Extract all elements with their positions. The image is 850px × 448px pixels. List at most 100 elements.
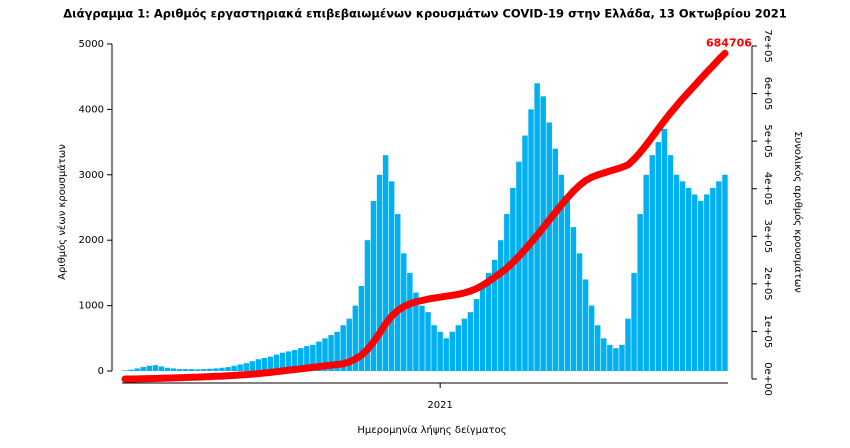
x-tick-label: 2021 [427, 400, 452, 411]
bar [425, 312, 431, 372]
bar [607, 344, 613, 372]
bar [364, 240, 371, 372]
bar [419, 305, 425, 372]
bar [722, 174, 728, 372]
bar [704, 194, 710, 372]
bar [594, 325, 601, 372]
bar [461, 318, 468, 372]
bar [564, 200, 571, 372]
bar [352, 305, 359, 372]
y2-tick-label: 6e+05 [762, 77, 773, 111]
bar [261, 357, 268, 372]
bar [552, 148, 559, 372]
bar [655, 142, 662, 372]
y-tick-label: 0 [98, 366, 104, 377]
bar [188, 369, 195, 372]
y-tick-label: 4000 [79, 104, 104, 115]
bar [195, 369, 201, 372]
bar [443, 338, 449, 372]
bar [388, 181, 395, 372]
bar [540, 96, 546, 372]
bar [322, 338, 328, 372]
bar [158, 366, 165, 372]
y2-tick-label: 3e+05 [762, 219, 773, 253]
bar [437, 331, 443, 372]
bar [558, 174, 565, 372]
bar [182, 369, 189, 372]
bar [152, 365, 159, 372]
y-axis-label: Αριθμός νέων κρουσμάτων [56, 144, 68, 280]
bar [667, 155, 674, 372]
bar [267, 356, 274, 372]
bar [334, 331, 340, 372]
bar [207, 368, 213, 372]
bar [370, 200, 377, 372]
bar [140, 367, 146, 372]
bar [304, 346, 310, 372]
bar [376, 174, 383, 372]
y2-tick-label: 7e+05 [762, 29, 773, 63]
bar [201, 369, 207, 372]
bar [401, 253, 407, 372]
bar [279, 352, 286, 372]
bar [631, 272, 637, 372]
bar [170, 368, 177, 372]
bar [455, 325, 462, 372]
bar [479, 285, 486, 372]
y-tick-label: 2000 [79, 235, 104, 246]
bar [225, 367, 231, 372]
bar [237, 364, 243, 372]
bar [122, 370, 128, 372]
bar [601, 338, 607, 372]
bar [213, 368, 219, 372]
y-tick-label: 5000 [79, 39, 104, 50]
bar [413, 292, 419, 372]
bar [649, 155, 655, 372]
bar [661, 129, 668, 372]
bar [407, 272, 413, 372]
bar [146, 365, 152, 372]
y-tick-label: 3000 [79, 170, 104, 181]
y-tick-label: 1000 [79, 301, 104, 312]
bar [588, 305, 595, 372]
bar [685, 187, 692, 372]
bar [516, 161, 522, 372]
bar [449, 331, 455, 372]
bar [219, 367, 225, 372]
chart-title: Διάγραμμα 1: Αριθμός εργαστηριακά επιβεβ… [63, 7, 787, 21]
bar [710, 187, 716, 372]
bar [395, 214, 401, 372]
bar [643, 174, 649, 372]
bar [310, 344, 316, 372]
bar [698, 200, 704, 372]
bar [285, 351, 292, 372]
bar [510, 187, 516, 372]
bar [291, 350, 298, 372]
y2-tick-label: 4e+05 [762, 172, 773, 206]
bar [273, 354, 280, 372]
bar [164, 367, 171, 372]
bar [128, 369, 134, 372]
bar [431, 325, 437, 372]
bar [491, 259, 498, 372]
bar [485, 272, 492, 372]
bar [716, 181, 722, 372]
bar [619, 344, 625, 372]
bar [679, 181, 686, 372]
bar [504, 214, 510, 372]
bar [255, 359, 262, 372]
bar [243, 363, 249, 372]
bar [328, 335, 334, 372]
line [121, 49, 729, 383]
bar [570, 227, 577, 372]
bar [231, 365, 237, 372]
x-axis-label: Ημερομηνία λήψης δείγματος [357, 424, 506, 436]
bar [613, 348, 619, 372]
bar [673, 174, 680, 372]
bar [691, 194, 698, 372]
bar [346, 318, 352, 372]
bar [546, 122, 552, 372]
bar [340, 325, 346, 372]
bar [582, 279, 589, 372]
y2-tick-label: 1e+05 [762, 315, 773, 349]
